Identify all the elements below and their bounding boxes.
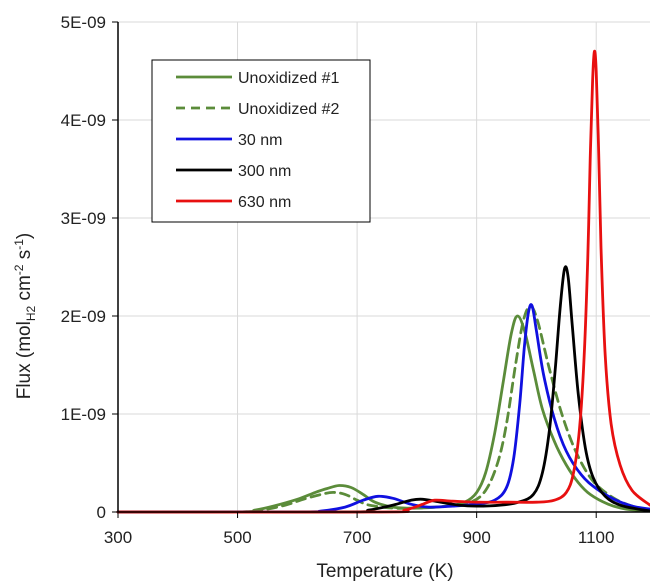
legend-label: 630 nm	[238, 194, 291, 211]
tick-labels: 300 500 700 900 1100 0 1E-09 2E-09 3E-09 4E-09 5E-…	[61, 13, 615, 547]
series-line-630-nm	[116, 49, 650, 514]
y-tick-label: 0	[97, 503, 106, 522]
x-tick-label: 500	[223, 528, 251, 547]
y-axis-title-mid2: s	[14, 250, 35, 265]
y-tick-label: 3E-09	[61, 209, 106, 228]
series-lines	[116, 49, 650, 514]
y-tick-label: 2E-09	[61, 307, 106, 326]
y-axis-title-sub: H2	[24, 305, 38, 321]
y-axis-title-sup2: -1	[12, 239, 26, 250]
y-axis-title-suffix: )	[14, 233, 35, 239]
y-axis-title-mid1: cm	[14, 275, 35, 306]
legend-label: Unoxidized #2	[238, 101, 340, 118]
legend-label: 30 nm	[238, 132, 282, 149]
y-axis-title-prefix: Flux (mol	[14, 321, 35, 399]
x-tick-label: 1100	[578, 528, 615, 547]
x-tick-label: 300	[104, 528, 132, 547]
series-line-unoxidized-2	[116, 304, 650, 514]
series-line-300-nm	[116, 265, 650, 514]
y-tick-label: 1E-09	[61, 405, 106, 424]
y-axis-title-sup1: -2	[12, 264, 26, 275]
x-tick-label: 900	[462, 528, 490, 547]
y-axis-title: Flux (molH2 cm-2 s-1)	[12, 233, 38, 400]
axes	[112, 21, 650, 518]
x-tick-label: 700	[343, 528, 371, 547]
y-tick-label: 4E-09	[61, 111, 106, 130]
legend-label: Unoxidized #1	[238, 70, 340, 87]
y-tick-label: 5E-09	[61, 13, 106, 32]
legend-box	[151, 59, 371, 223]
series-line-unoxidized-1	[116, 314, 650, 514]
legend-label: 300 nm	[238, 163, 291, 180]
legend: Unoxidized #1 Unoxidized #2 30 nm 300 nm 630…	[151, 59, 371, 223]
x-axis-title: Temperature (K)	[316, 561, 453, 582]
